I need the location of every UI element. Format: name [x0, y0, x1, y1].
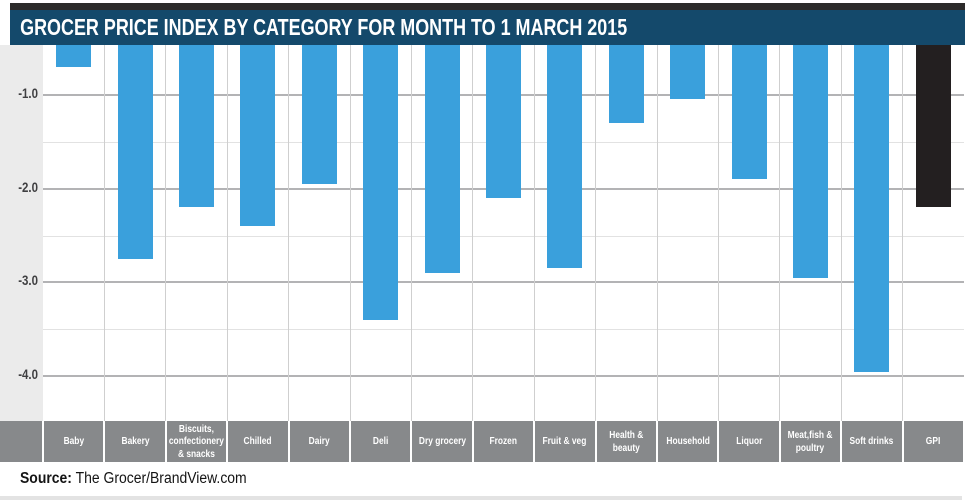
category-label: Biscuits, confectionery & snacks [168, 422, 225, 460]
category-label: Dry grocery [418, 435, 466, 448]
bar-dry-grocery [424, 45, 460, 274]
bar-biscuits-confectionery-snacks [179, 45, 214, 208]
chart-title-bar: GROCER PRICE INDEX BY CATEGORY FOR MONTH… [10, 10, 965, 45]
category-label: Baby [63, 435, 84, 448]
bar-frozen [486, 45, 521, 198]
gridline-vertical [288, 45, 290, 421]
bar-soft-drinks [854, 45, 890, 372]
gridline-vertical [165, 45, 167, 421]
source-label: Source: [20, 470, 72, 487]
x-axis-category-cell: Health & beauty [596, 421, 656, 462]
bar-bakery [117, 45, 153, 259]
bar-fruit-veg [547, 45, 583, 269]
y-axis-tick-label: -2.0 [18, 179, 38, 195]
x-axis-category-cell: Liquor [719, 421, 779, 462]
source-text: The Grocer/BrandView.com [75, 470, 247, 487]
gridline-minor [43, 329, 964, 331]
category-label: Liquor [736, 435, 763, 448]
gridline-vertical [472, 45, 474, 421]
source-line: Source: The Grocer/BrandView.com [20, 470, 247, 488]
category-label: Dairy [308, 435, 330, 448]
x-axis-category-cell: Deli [351, 421, 411, 462]
gridline-vertical [349, 45, 351, 421]
bar-liquor [731, 45, 767, 180]
gridline-vertical [656, 45, 658, 421]
x-axis-category-cell: Chilled [228, 421, 288, 462]
bar-health-beauty [608, 45, 644, 123]
bottom-divider [0, 496, 962, 500]
category-label: Health & beauty [609, 429, 644, 454]
x-axis-category-cell: Dry grocery [412, 421, 472, 462]
gridline-vertical [410, 45, 412, 421]
x-axis-category-cell: Dairy [289, 421, 349, 462]
category-label: Fruit & veg [542, 435, 587, 448]
x-axis-category-cell: Biscuits, confectionery & snacks [166, 421, 227, 462]
gridline-vertical [963, 45, 964, 421]
bar-deli [363, 45, 399, 320]
gridline-vertical [840, 45, 842, 421]
x-axis-category-cell: Meat,fish & poultry [780, 421, 841, 462]
y-axis-tick-label: -3.0 [18, 273, 38, 289]
gridline-vertical [779, 45, 781, 421]
category-label: Meat,fish & poultry [788, 429, 833, 454]
x-axis-category-cell: Bakery [105, 421, 165, 462]
x-axis-corner-cell [0, 421, 42, 462]
category-label: Soft drinks [849, 435, 894, 448]
bar-meat-fish-poultry [793, 45, 828, 278]
bar-baby [56, 45, 92, 67]
x-axis-category-cell: Frozen [473, 421, 534, 462]
gridline-major [43, 375, 964, 378]
gridline-major [43, 281, 964, 284]
category-label: Bakery [121, 435, 150, 448]
bar-dairy [301, 45, 337, 184]
y-axis-tick-label: -4.0 [18, 367, 38, 383]
gridline-vertical [226, 45, 228, 421]
gridline-vertical [533, 45, 535, 421]
gridline-minor [43, 235, 964, 237]
gridline-vertical [103, 45, 105, 421]
gridline-vertical [902, 45, 904, 421]
category-label: Household [665, 435, 710, 448]
category-label: GPI [926, 435, 941, 448]
y-axis-area [0, 45, 43, 421]
x-axis-category-cell: Soft drinks [842, 421, 902, 462]
x-axis-category-cell: Baby [44, 421, 104, 462]
bar-chilled [240, 45, 276, 227]
category-label: Deli [372, 435, 389, 448]
chart-title: GROCER PRICE INDEX BY CATEGORY FOR MONTH… [20, 14, 628, 40]
plot-area [43, 45, 964, 421]
x-axis-category-cell: Household [658, 421, 718, 462]
category-label: Frozen [489, 435, 518, 448]
bar-household [670, 45, 706, 100]
bar-gpi [915, 45, 951, 208]
x-axis-category-cell: Fruit & veg [535, 421, 595, 462]
x-axis-category-cell: GPI [903, 421, 963, 462]
top-border [10, 3, 965, 10]
category-label: Chilled [243, 435, 272, 448]
gridline-vertical [595, 45, 597, 421]
gridline-vertical [717, 45, 719, 421]
y-axis-tick-label: -1.0 [18, 85, 38, 101]
